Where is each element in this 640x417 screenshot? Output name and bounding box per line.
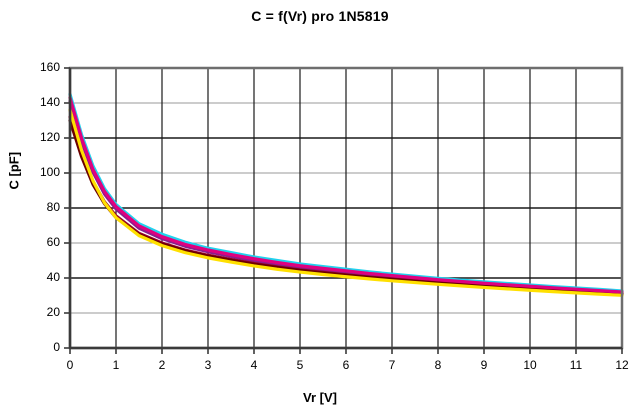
y-tick-label: 80 <box>46 200 60 214</box>
x-tick-label: 11 <box>569 358 583 372</box>
y-tick-label: 20 <box>46 305 60 319</box>
x-tick-label: 3 <box>204 358 212 372</box>
x-tick-label: 12 <box>615 358 629 372</box>
series-line <box>68 108 624 297</box>
x-tick-label: 8 <box>434 358 442 372</box>
x-tick-label: 2 <box>158 358 166 372</box>
x-tick-label: 5 <box>296 358 304 372</box>
x-tick-label: 6 <box>342 358 350 372</box>
y-tick-label: 140 <box>39 95 60 109</box>
y-tick-label: 40 <box>46 270 60 284</box>
x-tick-label: 4 <box>250 358 258 372</box>
chart-title: C = f(Vr) pro 1N5819 <box>251 8 389 24</box>
x-tick-label: 10 <box>523 358 537 372</box>
y-tick-label: 100 <box>39 165 60 179</box>
y-tick-label: 60 <box>46 235 60 249</box>
series-line <box>68 96 624 294</box>
x-tick-label: 7 <box>388 358 396 372</box>
x-tick-label: 9 <box>480 358 488 372</box>
y-tick-label: 120 <box>39 130 60 144</box>
x-tick-label: 0 <box>66 358 74 372</box>
y-tick-label: 160 <box>39 60 60 74</box>
x-tick-label: 1 <box>112 358 120 372</box>
y-tick-label: 0 <box>53 340 60 354</box>
x-axis-title: Vr [V] <box>303 390 337 405</box>
